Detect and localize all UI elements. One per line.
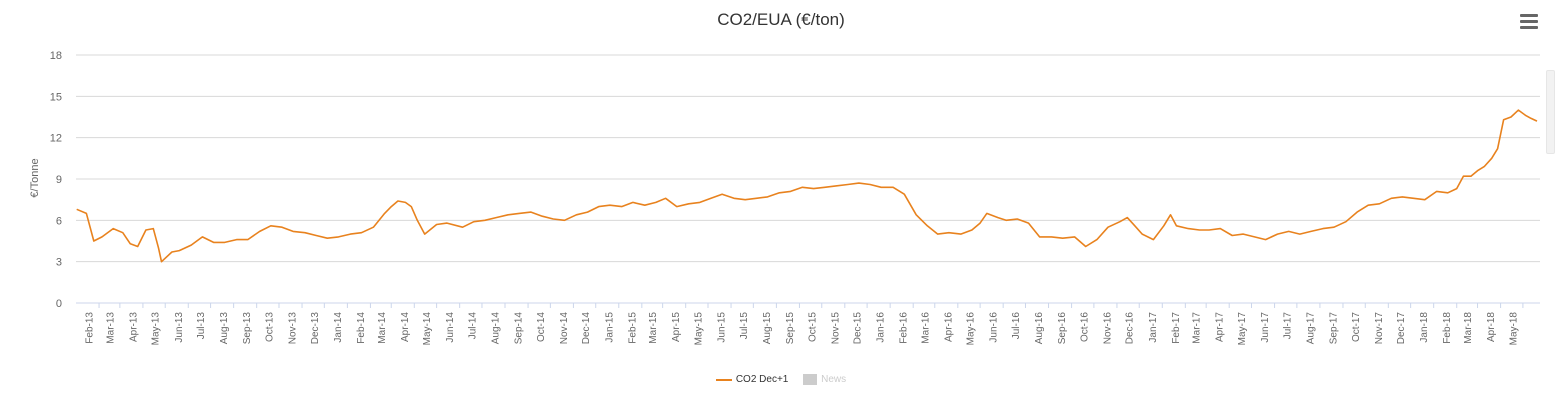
x-tick-label: Feb-17 (1171, 312, 1182, 344)
series-line-co2[interactable] (76, 109, 1538, 263)
grid-lines (76, 54, 1540, 304)
x-tick-label: Nov-15 (830, 312, 841, 345)
y-axis-tick-labels: 0 3 6 9 12 15 18 (50, 50, 62, 310)
x-tick-label: Apr-14 (400, 312, 411, 342)
x-tick-label: Jun-16 (989, 312, 1000, 343)
legend-item-news[interactable]: News (803, 374, 846, 385)
x-tick-label: Mar-18 (1463, 312, 1474, 344)
x-tick-label: Sep-13 (242, 312, 253, 345)
x-tick-label: Nov-16 (1102, 312, 1113, 345)
y-tick-label: 18 (50, 50, 62, 62)
x-tick-label: Jul-16 (1011, 312, 1022, 340)
x-tick-label: Aug-13 (219, 312, 230, 345)
x-tick-label: Nov-17 (1374, 312, 1385, 345)
x-tick-label: Dec-16 (1125, 312, 1136, 345)
x-tick-label: Apr-17 (1215, 312, 1226, 342)
x-tick-label: Dec-14 (581, 312, 592, 345)
y-tick-label: 0 (56, 298, 62, 310)
hamburger-icon-bar (1520, 20, 1538, 23)
x-tick-label: Mar-13 (105, 312, 116, 344)
series-layer (76, 109, 1538, 263)
x-tick-label: Jan-18 (1419, 312, 1430, 343)
x-tick-label: May-14 (422, 312, 433, 346)
x-tick-label: Jun-17 (1260, 312, 1271, 343)
x-tick-label: May-15 (693, 312, 704, 346)
legend-item-co2[interactable]: CO2 Dec+1 (715, 374, 789, 386)
hamburger-icon (1520, 14, 1538, 17)
hamburger-icon-bar (1520, 26, 1538, 29)
x-tick-label: May-13 (151, 312, 162, 346)
x-tick-label: Dec-15 (853, 312, 864, 345)
x-tick-label: Feb-16 (899, 312, 910, 344)
legend-label-co2: CO2 Dec+1 (735, 374, 789, 386)
x-tick-label: Apr-15 (671, 312, 682, 342)
x-tick-label: Dec-13 (310, 312, 321, 345)
y-tick-label: 6 (56, 215, 62, 227)
x-tick-label: May-18 (1508, 312, 1519, 346)
x-tick-label: Jul-15 (739, 312, 750, 340)
x-tick-label: Sep-14 (514, 312, 525, 345)
x-tick-label: Feb-15 (627, 312, 638, 344)
chart-title: CO2/EUA (€/ton) (717, 10, 845, 29)
scrollbar[interactable] (1545, 42, 1555, 372)
x-tick-label: Aug-14 (491, 312, 502, 345)
legend: CO2 Dec+1 News (0, 374, 1562, 385)
x-tick-label: Oct-15 (807, 312, 818, 342)
y-tick-label: 3 (56, 257, 62, 269)
x-tick-label: Mar-17 (1192, 312, 1203, 344)
x-tick-label: Oct-13 (264, 312, 275, 342)
x-tick-label: Jul-13 (196, 312, 207, 340)
x-tick-label: Jun-14 (445, 312, 456, 343)
x-tick-label: Aug-16 (1034, 312, 1045, 345)
x-tick-label: Jan-16 (876, 312, 887, 343)
y-tick-label: 9 (56, 174, 62, 186)
x-tick-label: Apr-16 (943, 312, 954, 342)
legend-label-news: News (821, 374, 847, 386)
x-tick-label: Feb-18 (1442, 312, 1453, 344)
legend-line-swatch (715, 378, 732, 381)
x-tick-label: Jul-17 (1282, 312, 1293, 340)
x-tick-label: Aug-15 (762, 312, 773, 345)
x-tick-label: May-16 (966, 312, 977, 346)
x-tick-label: Aug-17 (1305, 312, 1316, 345)
x-tick-label: Nov-13 (288, 312, 299, 345)
scrollbar-thumb[interactable] (1546, 70, 1555, 154)
x-tick-label: Mar-14 (377, 312, 388, 344)
x-tick-label: Nov-14 (559, 312, 570, 345)
x-tick-label: Apr-18 (1486, 312, 1497, 342)
x-tick-label: Mar-15 (648, 312, 659, 344)
line-chart: 0 3 6 9 12 15 18 Feb-13 Mar-13 Apr-13 May-13 Jun-1… (29, 50, 1540, 346)
x-tick-label: Dec-17 (1396, 312, 1407, 345)
x-tick-label: Feb-14 (356, 312, 367, 344)
x-tick-label: Jun-13 (174, 312, 185, 343)
x-tick-label: Oct-17 (1351, 312, 1362, 342)
x-tick-label: Jan-14 (333, 312, 344, 343)
x-tick-label: Oct-16 (1079, 312, 1090, 342)
y-axis-label: €/Tonne (29, 158, 41, 197)
x-tick-label: Sep-15 (785, 312, 796, 345)
x-tick-label: Jan-15 (604, 312, 615, 343)
x-tick-label: Jan-17 (1148, 312, 1159, 343)
chart-menu-button[interactable] (1520, 14, 1538, 30)
x-tick-label: Feb-13 (85, 312, 96, 344)
x-axis: Feb-13 Mar-13 Apr-13 May-13 Jun-13 Jul-13 Aug-… (85, 303, 1524, 346)
legend-box-swatch (803, 374, 818, 385)
x-tick-label: Apr-13 (128, 312, 139, 342)
x-tick-label: Sep-17 (1328, 312, 1339, 345)
x-tick-label: Oct-14 (536, 312, 547, 342)
x-tick-label: Sep-16 (1057, 312, 1068, 345)
y-tick-label: 12 (50, 133, 62, 145)
x-tick-label: Jul-14 (467, 312, 478, 340)
x-tick-label: Jun-15 (717, 312, 728, 343)
x-tick-label: May-17 (1237, 312, 1248, 346)
x-tick-label: Mar-16 (920, 312, 931, 344)
y-tick-label: 15 (50, 91, 62, 103)
